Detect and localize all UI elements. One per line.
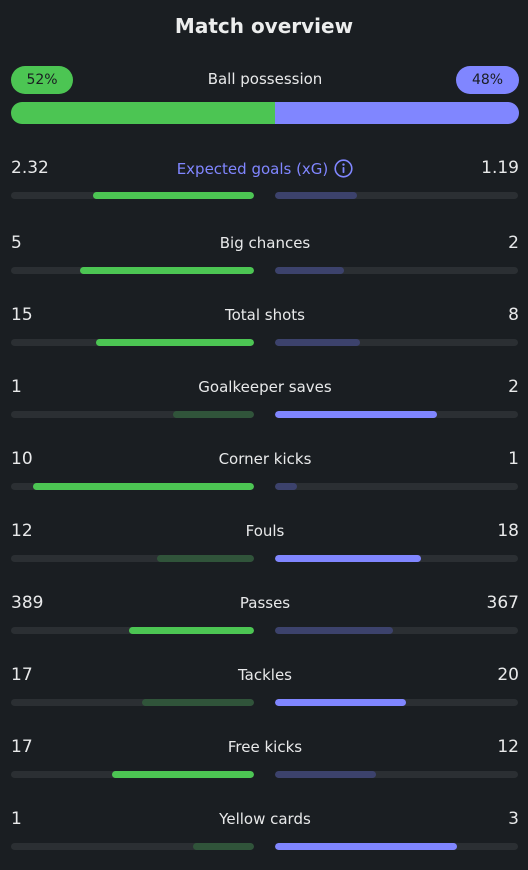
home-bar-track — [11, 192, 254, 199]
stat-row: 389 Passes 367 — [11, 593, 519, 634]
home-bar-track — [11, 411, 254, 418]
away-value: 1 — [508, 449, 519, 469]
away-bar-fill — [275, 411, 437, 418]
stat-label: Fouls — [11, 522, 519, 540]
possession-header: 52% Ball possession 48% — [11, 66, 519, 96]
away-possession-badge: 48% — [456, 66, 519, 94]
home-bar-track — [11, 267, 254, 274]
stat-label-text: Big chances — [219, 234, 311, 252]
away-value: 2 — [508, 377, 519, 397]
away-value: 2 — [508, 233, 519, 253]
stat-label-text: Passes — [239, 594, 291, 612]
stat-row: 12 Fouls 18 — [11, 521, 519, 562]
away-bar-fill — [275, 771, 376, 778]
away-bar-fill — [275, 192, 358, 199]
stat-label-text: Yellow cards — [219, 810, 311, 828]
home-value: 17 — [11, 737, 33, 757]
stat-row: 17 Free kicks 12 — [11, 737, 519, 778]
away-bar-fill — [275, 483, 298, 490]
home-value: 1 — [11, 377, 22, 397]
home-value: 15 — [11, 305, 33, 325]
away-value: 367 — [486, 593, 519, 613]
stat-row: 15 Total shots 8 — [11, 305, 519, 346]
away-bar-track — [275, 699, 518, 706]
info-icon[interactable] — [334, 159, 353, 178]
home-bar-fill — [80, 267, 254, 274]
home-bar-track — [11, 771, 254, 778]
away-bar-track — [275, 843, 518, 850]
stat-label: Yellow cards — [11, 810, 519, 828]
stat-label: Free kicks — [11, 738, 519, 756]
stat-label[interactable]: Expected goals (xG) — [11, 159, 519, 178]
stat-label-text: Goalkeeper saves — [198, 378, 332, 396]
home-value: 1 — [11, 809, 22, 829]
away-value: 8 — [508, 305, 519, 325]
stat-row: 17 Tackles 20 — [11, 665, 519, 706]
stat-label-text: Fouls — [245, 522, 285, 540]
away-bar-track — [275, 411, 518, 418]
stat-label: Goalkeeper saves — [11, 378, 519, 396]
stat-label-text: Total shots — [225, 306, 305, 324]
stat-row: 10 Corner kicks 1 — [11, 449, 519, 490]
home-bar-fill — [156, 555, 254, 562]
home-value: 17 — [11, 665, 33, 685]
stat-label: Total shots — [11, 306, 519, 324]
away-bar-fill — [275, 843, 458, 850]
away-value: 3 — [508, 809, 519, 829]
home-bar-fill — [111, 771, 254, 778]
stat-row: 1 Yellow cards 3 — [11, 809, 519, 850]
away-bar-track — [275, 339, 518, 346]
stat-row: 2.32 Expected goals (xG) 1.19 — [11, 158, 519, 199]
away-bar-track — [275, 192, 518, 199]
home-bar-fill — [33, 483, 254, 490]
home-value: 12 — [11, 521, 33, 541]
stat-label: Tackles — [11, 666, 519, 684]
away-bar-track — [275, 627, 518, 634]
away-value: 20 — [497, 665, 519, 685]
away-bar-fill — [275, 267, 345, 274]
away-bar-fill — [275, 627, 393, 634]
away-value: 18 — [497, 521, 519, 541]
home-bar-fill — [173, 411, 254, 418]
stat-label-text: Expected goals (xG) — [176, 160, 329, 178]
possession-label: Ball possession — [207, 70, 323, 88]
away-possession-fill — [275, 102, 519, 124]
home-value: 2.32 — [11, 158, 49, 178]
home-possession-fill — [11, 102, 276, 124]
stat-row: 1 Goalkeeper saves 2 — [11, 377, 519, 418]
stat-label: Passes — [11, 594, 519, 612]
away-bar-fill — [275, 555, 421, 562]
home-value: 389 — [11, 593, 44, 613]
away-bar-track — [275, 555, 518, 562]
away-bar-fill — [275, 339, 360, 346]
possession-bar — [11, 102, 519, 124]
away-bar-track — [275, 267, 518, 274]
stat-row: 5 Big chances 2 — [11, 233, 519, 274]
home-bar-track — [11, 555, 254, 562]
home-bar-fill — [193, 843, 254, 850]
home-value: 5 — [11, 233, 22, 253]
home-bar-fill — [128, 627, 254, 634]
home-bar-track — [11, 627, 254, 634]
stat-label: Corner kicks — [11, 450, 519, 468]
home-bar-track — [11, 339, 254, 346]
page-title: Match overview — [174, 14, 354, 38]
home-possession-badge: 52% — [11, 66, 73, 94]
away-bar-track — [275, 483, 518, 490]
home-bar-track — [11, 699, 254, 706]
stat-label: Big chances — [11, 234, 519, 252]
away-value: 12 — [497, 737, 519, 757]
home-bar-track — [11, 843, 254, 850]
stat-label-text: Free kicks — [227, 738, 303, 756]
home-bar-fill — [93, 192, 254, 199]
home-bar-track — [11, 483, 254, 490]
home-value: 10 — [11, 449, 33, 469]
stat-label-text: Tackles — [237, 666, 293, 684]
away-value: 1.19 — [481, 158, 519, 178]
away-bar-track — [275, 771, 518, 778]
home-bar-fill — [95, 339, 254, 346]
home-bar-fill — [142, 699, 254, 706]
stat-label-text: Corner kicks — [218, 450, 312, 468]
away-bar-fill — [275, 699, 407, 706]
